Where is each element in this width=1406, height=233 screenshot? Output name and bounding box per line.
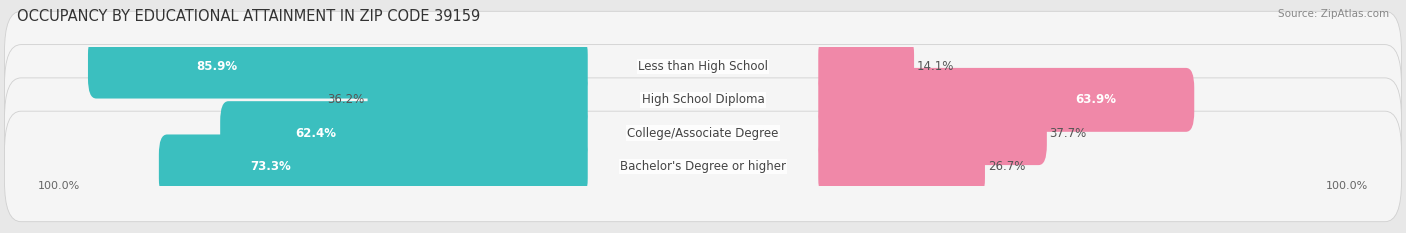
- FancyBboxPatch shape: [159, 134, 588, 198]
- FancyBboxPatch shape: [818, 68, 1194, 132]
- Text: 73.3%: 73.3%: [250, 160, 291, 173]
- FancyBboxPatch shape: [818, 35, 914, 99]
- Text: 37.7%: 37.7%: [1050, 127, 1087, 140]
- Text: 100.0%: 100.0%: [38, 181, 80, 191]
- FancyBboxPatch shape: [4, 111, 1402, 222]
- Text: Source: ZipAtlas.com: Source: ZipAtlas.com: [1278, 9, 1389, 19]
- FancyBboxPatch shape: [367, 68, 588, 132]
- Text: College/Associate Degree: College/Associate Degree: [627, 127, 779, 140]
- Text: 36.2%: 36.2%: [328, 93, 364, 106]
- FancyBboxPatch shape: [818, 134, 986, 198]
- Text: 62.4%: 62.4%: [295, 127, 336, 140]
- Text: Bachelor's Degree or higher: Bachelor's Degree or higher: [620, 160, 786, 173]
- Text: 26.7%: 26.7%: [987, 160, 1025, 173]
- Text: 85.9%: 85.9%: [197, 60, 238, 73]
- FancyBboxPatch shape: [89, 35, 588, 99]
- FancyBboxPatch shape: [4, 11, 1402, 122]
- Text: Less than High School: Less than High School: [638, 60, 768, 73]
- FancyBboxPatch shape: [4, 45, 1402, 155]
- FancyBboxPatch shape: [221, 101, 588, 165]
- Text: 100.0%: 100.0%: [1326, 181, 1368, 191]
- Text: 14.1%: 14.1%: [917, 60, 955, 73]
- FancyBboxPatch shape: [818, 101, 1047, 165]
- Text: High School Diploma: High School Diploma: [641, 93, 765, 106]
- Text: 63.9%: 63.9%: [1076, 93, 1116, 106]
- FancyBboxPatch shape: [4, 78, 1402, 188]
- Text: OCCUPANCY BY EDUCATIONAL ATTAINMENT IN ZIP CODE 39159: OCCUPANCY BY EDUCATIONAL ATTAINMENT IN Z…: [17, 9, 479, 24]
